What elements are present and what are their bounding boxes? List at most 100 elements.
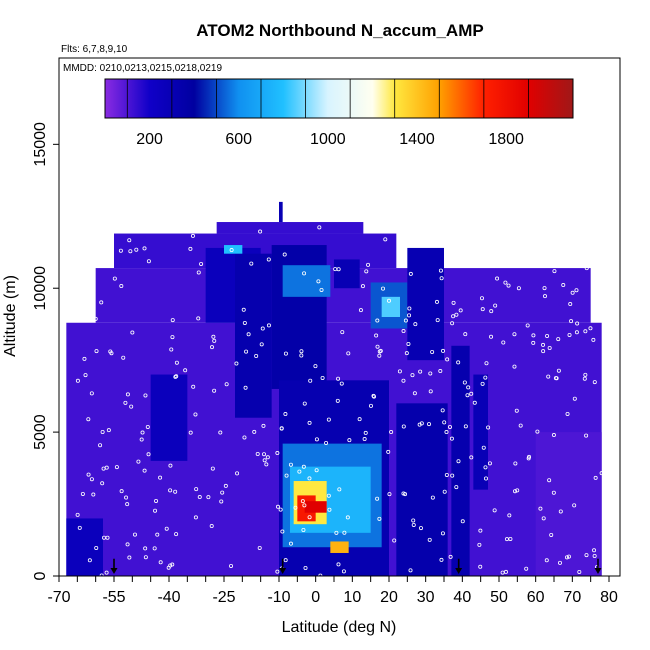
sample-point [199, 261, 204, 266]
sample-point [547, 346, 552, 351]
sample-point [381, 286, 386, 291]
sample-point [574, 288, 579, 293]
sample-point [337, 487, 342, 492]
sample-point [570, 290, 575, 295]
sample-point [448, 554, 453, 559]
sample-point [392, 538, 397, 543]
sample-point [541, 349, 546, 354]
y-tick-label: 0 [32, 571, 49, 580]
sample-point [283, 351, 288, 356]
x-tick-label: 0 [311, 589, 320, 606]
sample-point [212, 388, 217, 393]
sample-point [319, 287, 324, 292]
sample-point [242, 435, 247, 440]
sample-point [191, 384, 196, 389]
sample-point [123, 400, 128, 405]
sample-point [211, 334, 216, 339]
x-tick-label: -25 [212, 589, 235, 606]
sample-point [89, 477, 94, 482]
x-tick-label: 60 [527, 589, 545, 606]
sample-point [558, 509, 563, 514]
sample-point [243, 385, 248, 390]
sample-point [574, 330, 579, 335]
sample-point [100, 430, 105, 435]
sample-point [164, 526, 169, 531]
sample-point [169, 347, 174, 352]
sample-point [489, 309, 494, 314]
sample-point [469, 391, 474, 396]
sample-point [345, 515, 350, 520]
sample-point [101, 466, 106, 471]
sample-point [170, 335, 175, 340]
sample-point [418, 369, 423, 374]
sample-point [483, 375, 488, 380]
sample-point [94, 349, 99, 354]
sample-point [307, 476, 312, 481]
sample-point [428, 371, 433, 376]
sample-point [430, 350, 435, 355]
sample-point [234, 361, 239, 366]
sample-point [512, 364, 517, 369]
sample-point [197, 495, 202, 500]
sample-point [583, 372, 588, 377]
sample-point [411, 522, 416, 527]
sample-point [300, 499, 305, 504]
sample-point [481, 445, 486, 450]
colorbar-tick-label: 600 [225, 131, 252, 148]
sample-point [275, 451, 280, 456]
sample-point [506, 283, 511, 288]
sample-point [428, 389, 433, 394]
sample-point [551, 490, 556, 495]
heatmap-cell [216, 222, 364, 234]
sample-point [93, 316, 98, 321]
sample-point [168, 463, 173, 468]
sample-point [593, 475, 598, 480]
x-tick-label: 70 [563, 589, 581, 606]
sample-point [168, 488, 173, 493]
sample-point [188, 430, 193, 435]
flights-annotation: Flts: 6,7,8,9,10 [61, 44, 128, 55]
sample-point [83, 373, 88, 378]
sample-point [333, 267, 338, 272]
sample-point [326, 493, 331, 498]
sample-point [591, 337, 596, 342]
sample-point [125, 502, 130, 507]
sample-point [375, 344, 380, 349]
sample-point [342, 530, 347, 535]
heatmap-cell [279, 201, 283, 223]
sample-point [360, 284, 365, 289]
sample-point [584, 553, 589, 558]
sample-point [145, 424, 150, 429]
sample-point [223, 483, 228, 488]
sample-point [442, 420, 447, 425]
sample-point [196, 270, 201, 275]
y-tick-label: 15000 [32, 122, 49, 167]
x-tick-label: 10 [343, 589, 361, 606]
sample-point [592, 548, 597, 553]
sample-point [139, 437, 144, 442]
x-tick-label: -70 [47, 589, 70, 606]
sample-point [158, 475, 163, 480]
sample-point [512, 332, 517, 337]
sample-point [301, 464, 306, 469]
dates-annotation: MMDD: 0210,0213,0215,0218,0219 [63, 63, 222, 74]
sample-point [235, 471, 240, 476]
sample-point [500, 570, 505, 575]
sample-point [194, 487, 199, 492]
sample-point [427, 537, 432, 542]
sample-point [170, 562, 175, 567]
sample-point [515, 488, 520, 493]
x-tick-label: -55 [102, 589, 125, 606]
sample-point [336, 562, 341, 567]
heatmap-cell [381, 296, 400, 317]
colorbar: 200 600 1000 1400 1800 [104, 78, 574, 148]
sample-point [314, 437, 319, 442]
sample-point [130, 330, 135, 335]
sample-point [324, 440, 329, 445]
sample-point [326, 417, 331, 422]
sample-point [142, 468, 147, 473]
sample-point [527, 454, 532, 459]
sample-point [478, 564, 483, 569]
sample-point [166, 565, 171, 570]
sample-point [266, 323, 271, 328]
